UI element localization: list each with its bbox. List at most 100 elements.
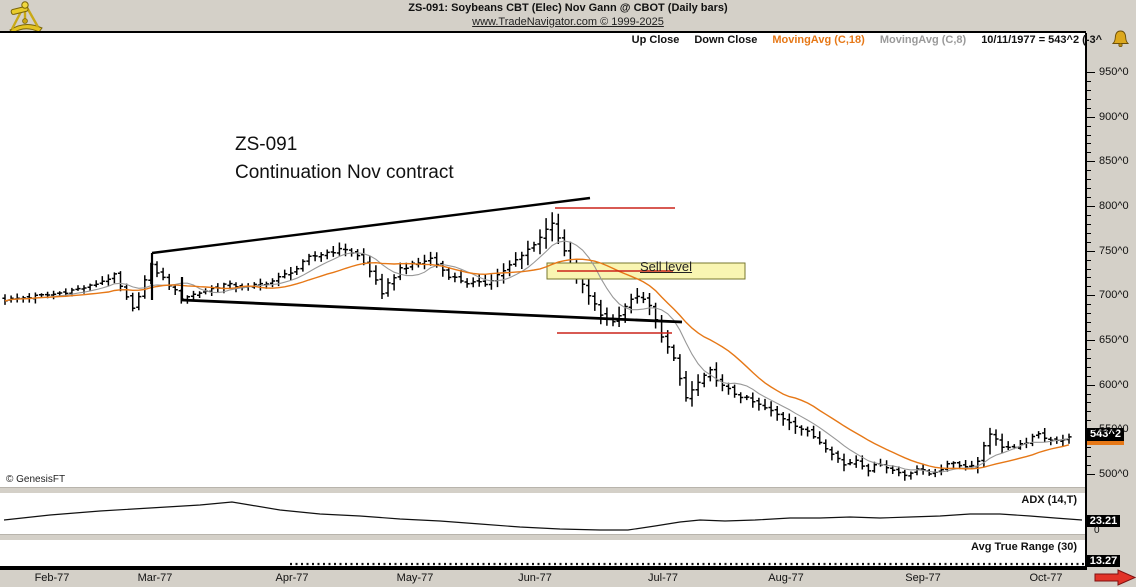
annotation-contract: Continuation Nov contract <box>235 162 454 183</box>
price-tick <box>1087 268 1091 270</box>
price-tick <box>1087 72 1095 73</box>
ma8-line[interactable] <box>4 240 1070 473</box>
adx-zero-label: 0 <box>1094 525 1100 536</box>
price-tick <box>1087 277 1091 279</box>
upper-wedge-line[interactable] <box>151 196 591 255</box>
scroll-right-arrow[interactable] <box>1094 569 1136 586</box>
month-label: Mar-77 <box>137 572 173 584</box>
price-tick <box>1087 322 1091 324</box>
adx-label[interactable]: ADX (14,T) <box>1021 494 1077 506</box>
price-tick <box>1087 143 1091 145</box>
month-label: Oct-77 <box>1029 572 1063 584</box>
adx-panel[interactable]: ADX (14,T) <box>0 493 1085 534</box>
price-tick <box>1087 393 1091 395</box>
price-tick <box>1087 348 1091 350</box>
atr-label[interactable]: Avg True Range (30) <box>971 541 1077 553</box>
price-chart-canvas[interactable] <box>0 33 1085 487</box>
price-tick <box>1087 304 1091 306</box>
month-label: Aug-77 <box>768 572 804 584</box>
genesis-watermark: © GenesisFT <box>6 474 66 485</box>
price-tick <box>1087 98 1091 100</box>
month-label: Sep-77 <box>905 572 941 584</box>
adx-line[interactable] <box>3 501 1083 531</box>
lower-wedge-line[interactable] <box>181 298 683 324</box>
price-tick <box>1087 411 1091 413</box>
chart-top-border <box>0 31 1086 33</box>
chart-title: ZS-091: Soybeans CBT (Elec) Nov Gann @ C… <box>408 2 728 14</box>
date-axis[interactable]: Feb-77 Mar-77 Apr-77 May-77 Jun-77 Jul-77 Aug-… <box>0 570 1136 587</box>
month-label: May-77 <box>396 572 434 584</box>
price-tick <box>1087 402 1091 404</box>
price-tick <box>1087 116 1095 118</box>
price-tick <box>1087 161 1095 163</box>
price-tick <box>1087 206 1095 207</box>
price-tick <box>1087 223 1091 225</box>
panel-separator <box>0 487 1085 493</box>
price-label: 650^0 <box>1099 333 1129 346</box>
price-tick <box>1087 89 1091 91</box>
text-annotation[interactable]: ZS-091 Continuation Nov contract <box>235 131 454 187</box>
month-label: Feb-77 <box>34 572 70 584</box>
annotation-symbol: ZS-091 <box>235 134 298 155</box>
price-tick <box>1087 125 1091 127</box>
price-tick <box>1087 456 1091 457</box>
legend-item-4[interactable]: 10/11/1977 = 543^2 (-3^ <box>981 33 1102 46</box>
price-tick <box>1087 438 1091 440</box>
x-axis-border <box>0 566 1090 570</box>
legend-item-3[interactable]: MovingAvg (C,8) <box>879 33 967 46</box>
price-tick <box>1087 366 1091 368</box>
ma18-line[interactable] <box>4 258 1070 470</box>
price-tick <box>1087 313 1091 315</box>
price-label: 750^0 <box>1099 244 1129 257</box>
atr-value-marker: 13.27 <box>1087 555 1120 567</box>
price-tick <box>1087 375 1091 377</box>
price-tick <box>1087 286 1091 288</box>
price-axis[interactable]: 543^2 23.21 0 13.27 950^0 900^0 850^0 800^0… <box>1085 33 1136 570</box>
ma18-axis-marker <box>1087 441 1124 445</box>
watermark-url: www.TradeNavigator.com © 1999-2025 <box>472 16 664 28</box>
sell-level-annotation[interactable]: Sell level <box>640 259 693 274</box>
price-label: 500^0 <box>1099 467 1129 480</box>
price-tick <box>1087 152 1091 154</box>
price-tick <box>1087 429 1095 431</box>
price-tick <box>1087 357 1091 359</box>
price-tick <box>1087 170 1091 172</box>
month-label: Jun-77 <box>518 572 552 584</box>
price-tick <box>1087 197 1091 198</box>
chart-legend: Up Close Down Close MovingAvg (C,18) Moving… <box>631 30 1130 48</box>
price-tick <box>1087 214 1091 216</box>
month-label: Jul-77 <box>648 572 678 584</box>
price-chart-area[interactable]: ZS-091 Continuation Nov contract Sell le… <box>0 33 1085 487</box>
panel-separator <box>0 534 1085 540</box>
price-tick <box>1087 188 1091 190</box>
price-label: 700^0 <box>1099 289 1129 302</box>
price-tick <box>1087 331 1091 332</box>
last-price-marker: 543^2 <box>1087 428 1124 441</box>
month-label: Apr-77 <box>275 572 309 584</box>
price-tick <box>1087 465 1091 466</box>
price-tick <box>1087 107 1091 109</box>
legend-item-0[interactable]: Up Close <box>631 33 680 46</box>
legend-item-1[interactable]: Down Close <box>694 33 758 46</box>
price-tick <box>1087 473 1095 475</box>
legend-item-2[interactable]: MovingAvg (C,18) <box>772 33 865 46</box>
atr-line-canvas[interactable] <box>0 540 1085 566</box>
price-tick <box>1087 420 1091 422</box>
price-tick <box>1087 384 1095 386</box>
price-label: 600^0 <box>1099 378 1129 391</box>
chart-header: ZS-091: Soybeans CBT (Elec) Nov Gann @ C… <box>0 0 1136 34</box>
sextant-icon[interactable] <box>2 0 48 34</box>
bell-icon[interactable] <box>1111 30 1130 48</box>
atr-panel[interactable]: Avg True Range (30) <box>0 540 1085 566</box>
price-tick <box>1087 250 1095 252</box>
price-label: 900^0 <box>1099 110 1129 123</box>
price-tick <box>1087 295 1095 297</box>
price-label: 550^0 <box>1099 423 1129 436</box>
price-label: 950^0 <box>1099 66 1129 78</box>
price-tick <box>1087 179 1091 181</box>
price-tick <box>1087 447 1091 449</box>
price-tick <box>1087 339 1095 341</box>
price-tick <box>1087 80 1091 82</box>
adx-line-canvas[interactable] <box>0 493 1085 534</box>
